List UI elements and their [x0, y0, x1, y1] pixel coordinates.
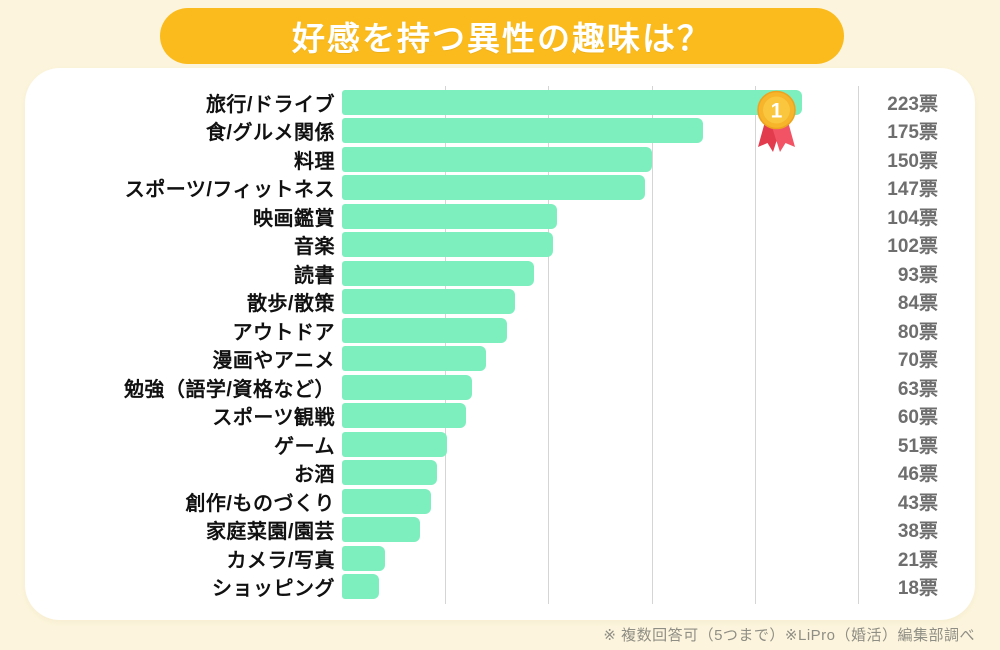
category-label: ショッピング	[212, 578, 335, 601]
category-label: 創作/ものづくり	[185, 492, 335, 515]
vote-count-label: 104票	[887, 207, 938, 229]
category-label: 映画鑑賞	[253, 207, 335, 230]
title-banner: 好感を持つ異性の趣味は？	[160, 8, 844, 64]
category-label: 漫画やアニメ	[212, 350, 335, 373]
bar	[342, 317, 508, 343]
bar	[342, 488, 431, 514]
vote-count-label: 93票	[897, 264, 938, 286]
vote-count-label: 147票	[887, 179, 938, 201]
bar	[342, 374, 473, 400]
vote-count-label: 84票	[897, 293, 938, 315]
bar	[342, 118, 704, 143]
bar	[342, 89, 803, 115]
category-label: アウトドア	[232, 321, 335, 344]
bar	[342, 232, 553, 257]
gridline-200	[754, 86, 756, 604]
vote-count-label: 60票	[897, 407, 938, 429]
page-title: 好感を持つ異性の趣味は？	[292, 20, 712, 57]
bar	[342, 146, 652, 172]
category-label: 旅行/ドライブ	[205, 93, 335, 116]
vote-count-label: 18票	[897, 578, 938, 600]
footer-note: ※ 複数回答可（5つまで）※LiPro（婚活）編集部調べ	[603, 627, 975, 644]
category-label: 勉強（語学/資格など）	[123, 378, 335, 401]
vote-count-label: 223票	[887, 93, 938, 115]
vote-count-label: 63票	[897, 378, 938, 400]
vote-count-label: 46票	[897, 464, 938, 486]
bar	[342, 460, 437, 485]
vote-count-label: 150票	[887, 150, 938, 172]
vote-count-label: 21票	[897, 549, 938, 571]
first-place-medal-icon: 1	[757, 90, 796, 152]
bar	[342, 289, 516, 314]
vote-count-label: 175票	[887, 122, 938, 144]
bar	[342, 431, 448, 457]
vote-count-label: 102票	[887, 236, 938, 258]
bar	[342, 203, 557, 229]
bar	[342, 175, 646, 200]
category-label: お酒	[294, 464, 335, 487]
category-label: ゲーム	[274, 435, 335, 458]
gridline-100	[548, 86, 550, 604]
category-label: スポーツ観戦	[212, 407, 335, 430]
bar	[342, 545, 386, 571]
medal-inner-circle	[763, 96, 790, 124]
vote-count-label: 38票	[897, 521, 938, 543]
vote-count-label: 80票	[897, 321, 938, 343]
category-label: 食/グルメ関係	[205, 122, 335, 145]
bar	[342, 346, 487, 371]
bar	[342, 574, 380, 599]
category-label: カメラ/写真	[226, 549, 335, 572]
category-label: スポーツ/フィットネス	[124, 179, 335, 202]
bar	[342, 260, 534, 286]
bar	[342, 403, 466, 428]
vote-count-label: 51票	[897, 435, 938, 457]
category-label: 音楽	[294, 236, 335, 259]
gridline-250	[858, 86, 859, 604]
gridline-150	[651, 86, 653, 604]
category-label: 散歩/散策	[246, 293, 335, 316]
gridline-50	[445, 86, 447, 604]
category-label: 読書	[294, 264, 335, 287]
category-label: 料理	[294, 150, 335, 173]
category-label: 家庭菜園/園芸	[205, 521, 335, 544]
medal-rank-number: 1	[771, 100, 783, 123]
vote-count-label: 43票	[897, 492, 938, 514]
bar	[342, 517, 421, 542]
vote-count-label: 70票	[897, 350, 938, 372]
